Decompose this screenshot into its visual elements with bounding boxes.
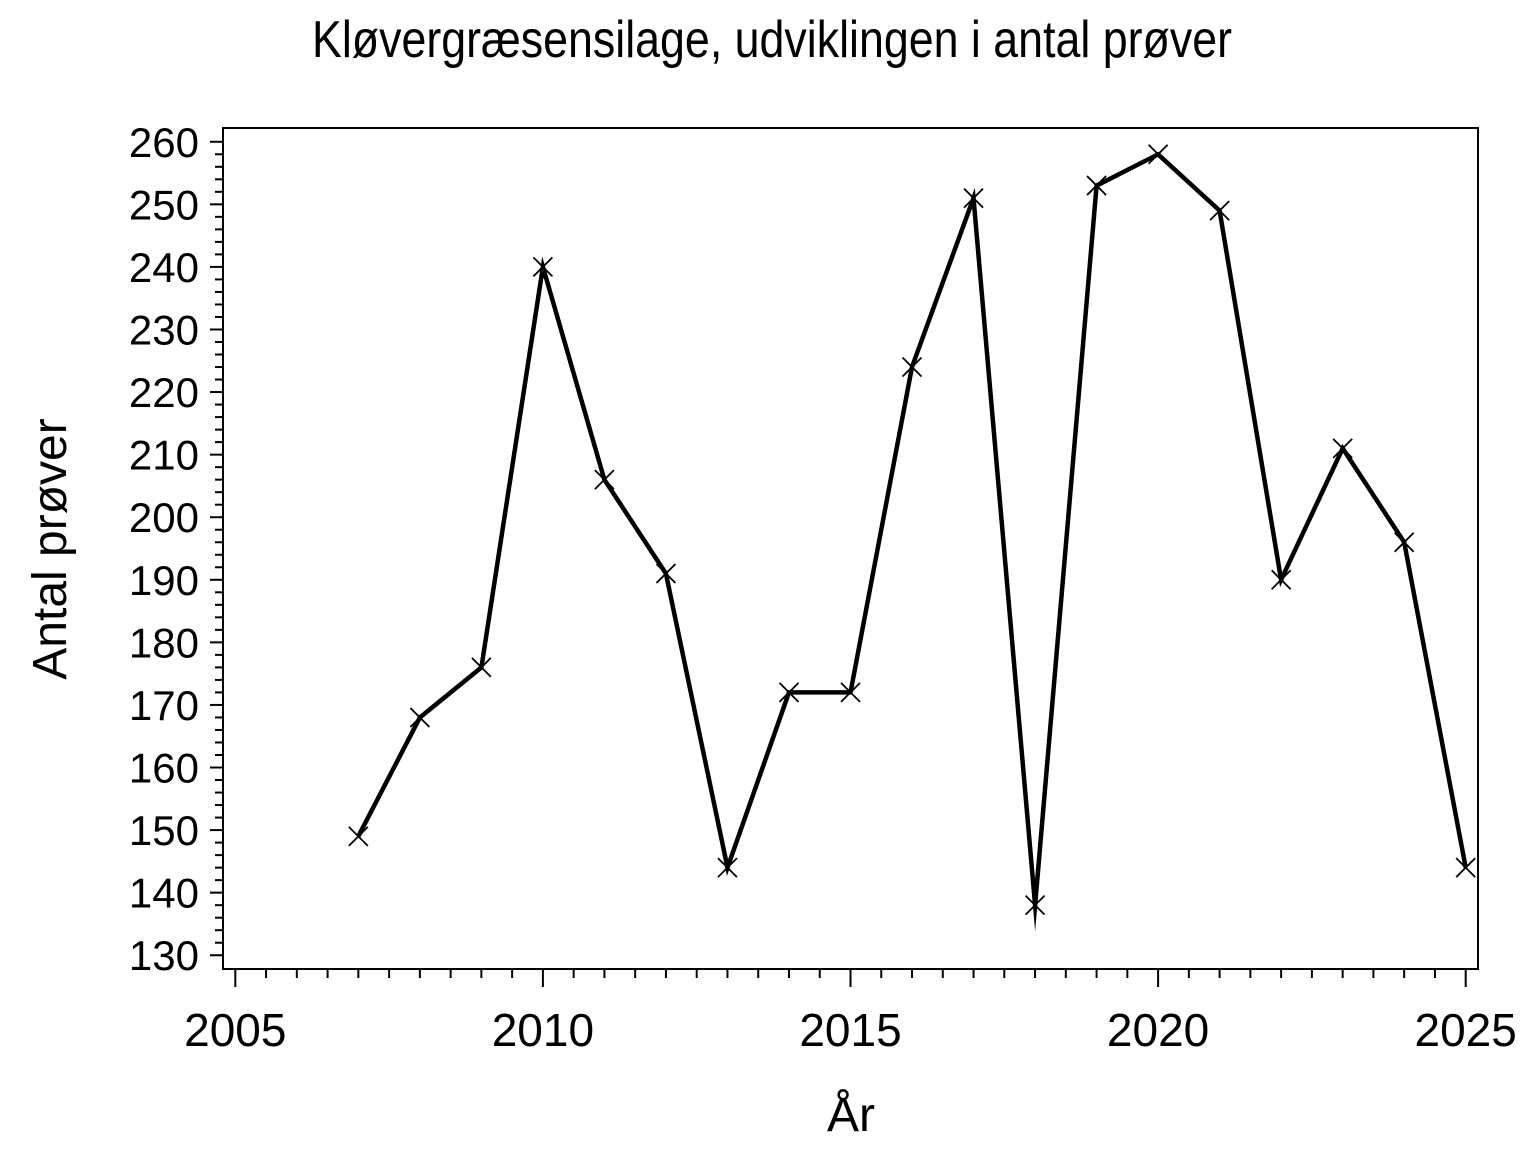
y-tick-label: 210: [129, 432, 199, 479]
marker-stroke: [1024, 895, 1046, 916]
chart-title: Kløvergræsensilage, udviklingen i antal …: [312, 11, 1232, 69]
data-point-markers: [348, 144, 1476, 916]
marker-stroke: [1455, 857, 1476, 878]
marker-stroke: [348, 826, 369, 847]
y-tick-label: 220: [129, 369, 199, 416]
y-axis-title: Antal prøver: [24, 418, 77, 679]
axis-frame: [222, 127, 1479, 970]
x-axis-ticks: [234, 969, 1467, 987]
marker-stroke: [1271, 569, 1292, 590]
data-point-marker: [594, 469, 615, 490]
y-tick-label: 190: [129, 557, 199, 604]
x-tick-label: 2005: [184, 1004, 286, 1056]
marker-stroke: [409, 707, 430, 728]
marker-stroke: [471, 657, 492, 678]
marker-stroke: [1209, 200, 1230, 221]
data-point-marker: [778, 682, 800, 703]
data-point-marker: [717, 857, 738, 878]
data-point-marker: [348, 826, 369, 847]
marker-stroke: [840, 682, 861, 703]
data-point-marker: [1332, 438, 1353, 459]
x-axis-tick-labels: 2005 2010 2015 2020 2025: [184, 1004, 1517, 1056]
plot-frame: [222, 127, 1479, 970]
y-tick-label: 140: [129, 870, 199, 917]
data-point-marker: [840, 682, 861, 703]
y-tick-label: 260: [129, 119, 199, 166]
marker-stroke: [963, 187, 984, 209]
data-point-marker: [1209, 200, 1230, 221]
data-point-marker: [901, 356, 923, 378]
x-tick-label: 2025: [1415, 1004, 1517, 1056]
data-point-marker: [1147, 144, 1169, 165]
y-tick-label: 200: [129, 494, 199, 541]
y-tick-label: 240: [129, 244, 199, 291]
data-point-marker: [963, 187, 984, 209]
data-point-marker: [471, 657, 492, 678]
y-axis-ticks: [210, 140, 223, 957]
marker-stroke: [655, 563, 677, 584]
marker-stroke: [532, 256, 554, 278]
y-axis-tick-labels: 130 140 150 160 170 180 190 200 210 220 230 240 250 2…: [129, 119, 199, 979]
data-point-marker: [1086, 175, 1107, 196]
marker-stroke: [1147, 144, 1169, 165]
marker-stroke: [1394, 532, 1415, 553]
data-point-marker: [1271, 569, 1292, 590]
marker-stroke: [901, 356, 923, 378]
y-tick-label: 230: [129, 306, 199, 353]
y-tick-label: 160: [129, 745, 199, 792]
x-tick-label: 2010: [492, 1004, 594, 1056]
marker-stroke: [1332, 438, 1353, 459]
data-point-marker: [655, 563, 677, 584]
marker-stroke: [778, 682, 800, 703]
data-point-marker: [1455, 857, 1476, 878]
y-tick-label: 130: [129, 932, 199, 979]
y-tick-label: 180: [129, 619, 199, 666]
y-tick-label: 170: [129, 682, 199, 729]
data-point-marker: [1394, 532, 1415, 553]
data-point-marker: [409, 707, 430, 728]
series-line: [356, 151, 1468, 932]
marker-stroke: [717, 857, 738, 878]
x-tick-label: 2015: [799, 1004, 901, 1056]
marker-stroke: [1086, 175, 1107, 196]
data-point-marker: [532, 256, 554, 278]
y-tick-label: 150: [129, 807, 199, 854]
marker-stroke: [594, 469, 615, 490]
data-point-marker: [1024, 895, 1046, 916]
x-tick-label: 2020: [1107, 1004, 1209, 1056]
y-tick-label: 250: [129, 181, 199, 228]
x-axis-title: År: [827, 1089, 875, 1142]
data-series: [356, 151, 1468, 932]
